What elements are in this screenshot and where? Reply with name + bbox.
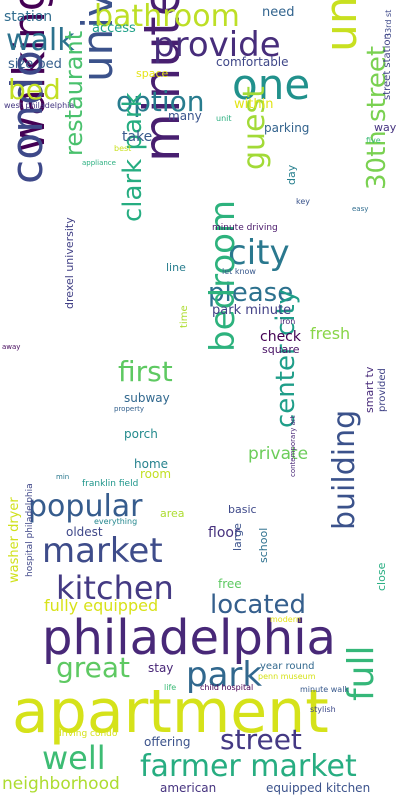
word: day (285, 164, 298, 185)
word: comfortable (216, 55, 289, 69)
word: year round (260, 661, 315, 672)
word: unit (216, 114, 232, 123)
word: offering (144, 735, 191, 749)
word: floor (208, 525, 240, 541)
word: one (232, 60, 311, 109)
word: stay (148, 661, 174, 675)
word: located (210, 590, 307, 620)
word: away (2, 343, 21, 351)
word: great (56, 651, 131, 684)
word: option (116, 85, 205, 118)
word: minute walk (300, 685, 350, 694)
word: min (56, 473, 70, 481)
word: bathroom (94, 0, 240, 34)
word: room (140, 467, 172, 481)
word: minute driving (212, 223, 278, 233)
word: driving condo (56, 729, 118, 739)
word: penn museum (258, 672, 316, 681)
word: 33rd st (384, 9, 393, 38)
word: large (231, 523, 244, 551)
word: private (248, 444, 309, 464)
word: kitchen (56, 569, 174, 607)
word: child hospital (200, 683, 254, 692)
word: parking (264, 121, 310, 135)
word: let know (222, 267, 256, 276)
word: everything (94, 517, 138, 526)
word: full (341, 645, 382, 702)
word: iron (280, 317, 296, 326)
word: provided (377, 368, 388, 412)
word: square (262, 343, 300, 356)
word: provide (153, 25, 281, 65)
word: park (186, 655, 263, 695)
word: street (220, 723, 302, 756)
word: take (122, 129, 153, 145)
word: home (134, 457, 169, 471)
word: key (296, 197, 311, 206)
word: street station (382, 33, 393, 100)
word: best (114, 144, 132, 153)
word: philadelphia (42, 610, 336, 666)
word: area (160, 507, 185, 520)
word: first (118, 355, 173, 388)
word: property (114, 405, 144, 413)
word: drexel university (63, 217, 76, 309)
word: need (262, 5, 295, 20)
word: porch (124, 427, 158, 441)
word: west philadelphia (4, 101, 75, 110)
word: washer dryer (7, 497, 22, 583)
word: building (327, 409, 362, 530)
word: market (42, 531, 163, 571)
word: close (375, 562, 388, 591)
word: bed (8, 73, 61, 106)
word: appliance (82, 159, 116, 167)
word: hospital philadelphia (25, 483, 35, 577)
word: equipped kitchen (266, 781, 371, 795)
word: modern (270, 615, 301, 624)
word: please (208, 278, 294, 308)
word: city (228, 233, 290, 273)
word: farmer market (140, 749, 357, 784)
word: space (136, 67, 169, 80)
word: line (166, 261, 186, 274)
word: station (4, 9, 53, 25)
word: five (366, 136, 381, 145)
word: subway (124, 391, 170, 405)
word: university pennsylvania (316, 0, 367, 52)
word: school (257, 527, 270, 563)
word: oldest (66, 525, 103, 539)
word: contemporary art (289, 415, 297, 478)
word: apartment (12, 677, 329, 747)
word: walk (6, 23, 75, 58)
word: access (92, 21, 136, 36)
word: many (168, 109, 202, 123)
word: size bed (8, 57, 62, 72)
word: stylish (310, 705, 336, 714)
word: franklin field (82, 479, 139, 489)
word: smart tv (363, 366, 376, 413)
word: well (42, 739, 106, 777)
word: neighborhood (2, 774, 120, 794)
word: check (260, 329, 301, 345)
word: basic (228, 503, 257, 516)
word: way (374, 121, 397, 134)
word: easy (352, 205, 369, 213)
word: park minute (212, 303, 292, 318)
word: free (218, 577, 242, 591)
word: fully equipped (44, 596, 159, 615)
word: restaurant (60, 30, 88, 156)
word: life (164, 683, 177, 692)
word: american (160, 781, 217, 795)
word: fresh (310, 324, 351, 343)
word: popular (28, 489, 143, 524)
word: time (179, 305, 190, 328)
word: clark park (118, 92, 148, 222)
word: within (234, 97, 274, 112)
